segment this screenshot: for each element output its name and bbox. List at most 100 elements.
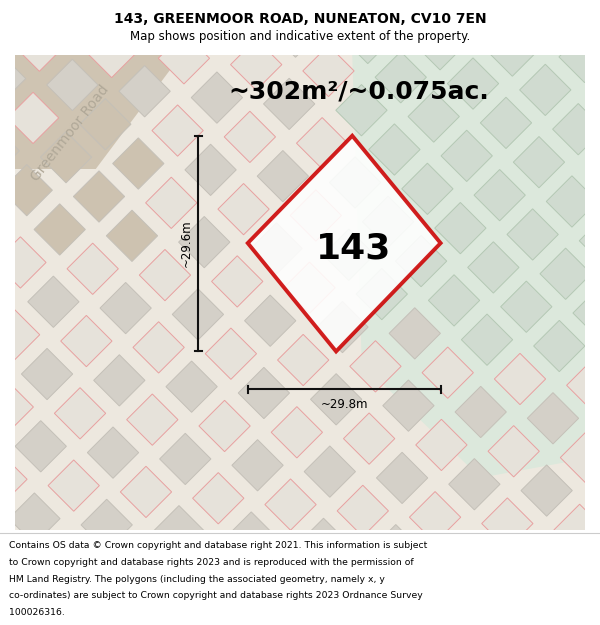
Polygon shape <box>409 492 461 543</box>
Polygon shape <box>28 276 79 328</box>
Polygon shape <box>540 248 591 299</box>
Polygon shape <box>119 66 170 117</box>
Polygon shape <box>14 20 65 71</box>
Polygon shape <box>442 531 494 582</box>
Polygon shape <box>598 0 600 49</box>
Polygon shape <box>382 0 433 31</box>
Polygon shape <box>331 558 382 609</box>
Polygon shape <box>554 504 600 556</box>
Polygon shape <box>278 334 329 386</box>
Text: 143: 143 <box>316 231 391 265</box>
Polygon shape <box>121 466 172 518</box>
Polygon shape <box>158 32 209 84</box>
Polygon shape <box>350 341 401 392</box>
Polygon shape <box>500 281 552 332</box>
Polygon shape <box>55 388 106 439</box>
Polygon shape <box>48 460 100 511</box>
Polygon shape <box>114 539 166 590</box>
Polygon shape <box>408 91 460 142</box>
Polygon shape <box>53 0 104 38</box>
Polygon shape <box>0 0 32 32</box>
Polygon shape <box>461 314 512 366</box>
Polygon shape <box>1 164 52 216</box>
Polygon shape <box>514 136 565 188</box>
Polygon shape <box>298 518 349 569</box>
Polygon shape <box>81 499 133 551</box>
Text: Greenmoor Road: Greenmoor Road <box>28 82 112 184</box>
Polygon shape <box>133 322 184 373</box>
Polygon shape <box>205 328 257 379</box>
Polygon shape <box>7 92 59 144</box>
Text: ~302m²/~0.075ac.: ~302m²/~0.075ac. <box>229 79 490 103</box>
Polygon shape <box>428 275 479 326</box>
Polygon shape <box>245 295 296 346</box>
Polygon shape <box>80 99 131 150</box>
Polygon shape <box>0 125 19 176</box>
Polygon shape <box>560 432 600 483</box>
Text: Map shows position and indicative extent of the property.: Map shows position and indicative extent… <box>130 30 470 43</box>
Polygon shape <box>186 545 238 596</box>
Polygon shape <box>441 130 493 181</box>
Polygon shape <box>342 12 394 64</box>
Polygon shape <box>395 236 447 287</box>
Polygon shape <box>212 256 263 307</box>
Text: Contains OS data © Crown copyright and database right 2021. This information is : Contains OS data © Crown copyright and d… <box>9 541 427 551</box>
Text: 143, GREENMOOR ROAD, NUNEATON, CV10 7EN: 143, GREENMOOR ROAD, NUNEATON, CV10 7EN <box>113 12 487 26</box>
Polygon shape <box>587 544 600 595</box>
Text: ~29.6m: ~29.6m <box>179 220 193 268</box>
Polygon shape <box>15 55 181 169</box>
Polygon shape <box>592 71 600 122</box>
Polygon shape <box>383 380 434 431</box>
Polygon shape <box>0 53 26 104</box>
Polygon shape <box>22 348 73 399</box>
Polygon shape <box>449 459 500 510</box>
Polygon shape <box>402 163 453 214</box>
Polygon shape <box>197 0 249 51</box>
Polygon shape <box>0 309 40 361</box>
Polygon shape <box>179 216 230 268</box>
Polygon shape <box>521 465 572 516</box>
Polygon shape <box>343 413 395 464</box>
Polygon shape <box>199 401 250 452</box>
Polygon shape <box>303 45 354 97</box>
Polygon shape <box>435 202 486 254</box>
Polygon shape <box>474 169 526 221</box>
Polygon shape <box>154 506 205 557</box>
Polygon shape <box>448 58 499 109</box>
Polygon shape <box>73 171 125 222</box>
Polygon shape <box>593 471 600 522</box>
Polygon shape <box>520 64 571 116</box>
Polygon shape <box>251 222 302 274</box>
Polygon shape <box>546 176 598 227</box>
Polygon shape <box>15 421 67 472</box>
Polygon shape <box>533 321 585 372</box>
Polygon shape <box>172 289 224 340</box>
Polygon shape <box>415 19 466 70</box>
Polygon shape <box>375 52 427 103</box>
Polygon shape <box>61 316 112 367</box>
Polygon shape <box>0 237 46 288</box>
Polygon shape <box>553 104 600 155</box>
Polygon shape <box>284 262 335 313</box>
Polygon shape <box>369 124 420 175</box>
Polygon shape <box>0 198 13 249</box>
Polygon shape <box>263 78 315 129</box>
Polygon shape <box>248 136 440 351</box>
Polygon shape <box>481 98 532 149</box>
Polygon shape <box>317 301 368 352</box>
Polygon shape <box>9 493 60 544</box>
Polygon shape <box>573 288 600 339</box>
Polygon shape <box>0 526 21 578</box>
Polygon shape <box>482 498 533 549</box>
Polygon shape <box>185 144 236 196</box>
Polygon shape <box>515 537 566 589</box>
Polygon shape <box>376 452 428 504</box>
Polygon shape <box>579 215 600 266</box>
Polygon shape <box>125 0 176 44</box>
Polygon shape <box>15 55 585 530</box>
Polygon shape <box>309 0 361 24</box>
Polygon shape <box>507 209 558 260</box>
Text: to Crown copyright and database rights 2023 and is reproduced with the permissio: to Crown copyright and database rights 2… <box>9 558 413 567</box>
Text: co-ordinates) are subject to Crown copyright and database rights 2023 Ordnance S: co-ordinates) are subject to Crown copyr… <box>9 591 423 600</box>
Polygon shape <box>238 368 290 419</box>
